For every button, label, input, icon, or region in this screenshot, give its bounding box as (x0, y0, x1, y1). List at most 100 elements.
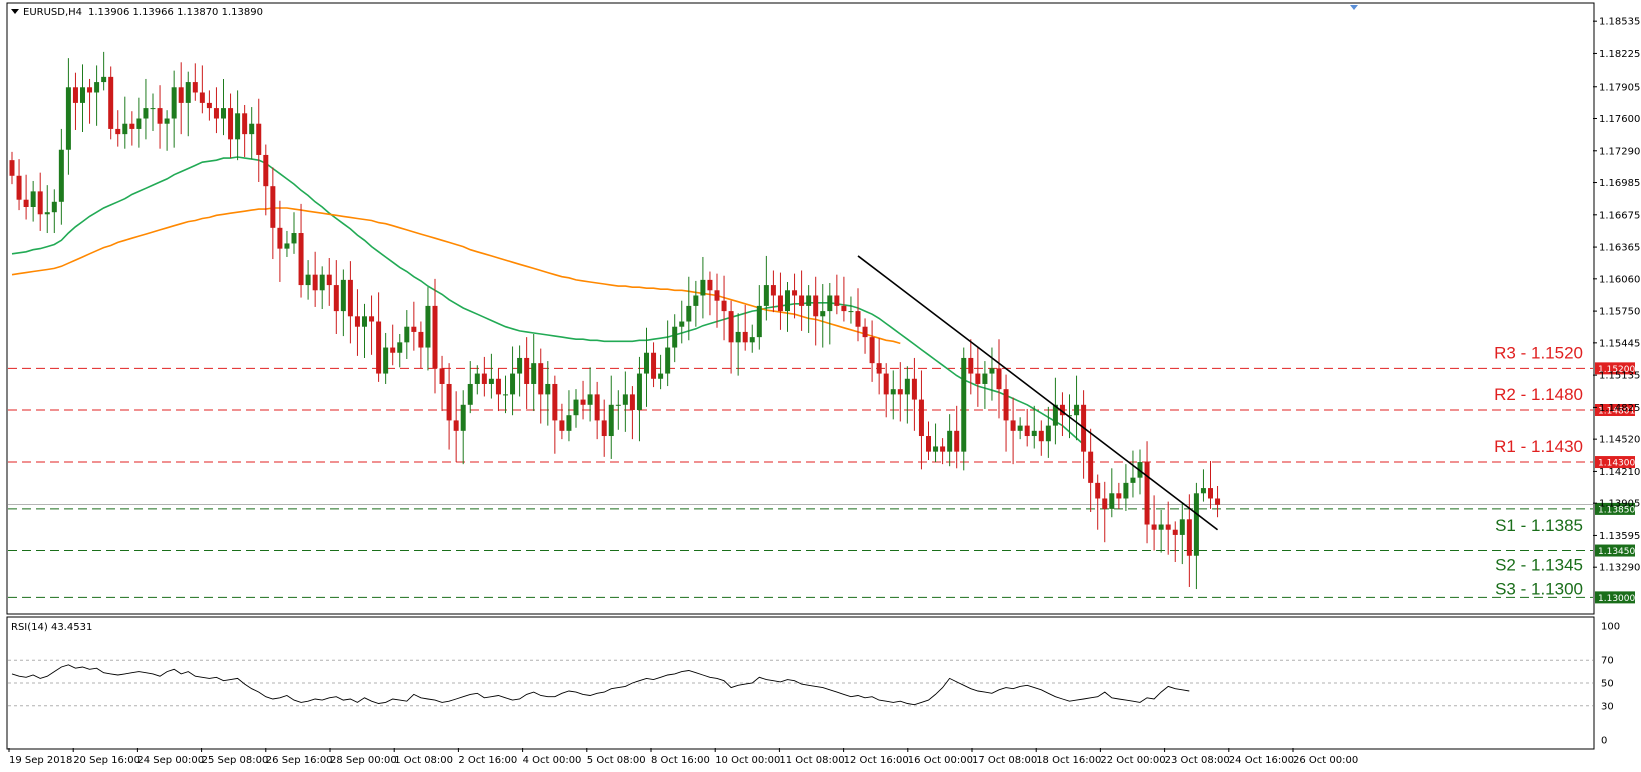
bull-candle (763, 285, 769, 306)
bull-candle (185, 82, 191, 103)
time-tick-label: 24 Sep 00:00 (137, 755, 204, 766)
bull-candle (1130, 477, 1136, 483)
time-tick-label: 2 Oct 16:00 (458, 755, 517, 766)
bull-candle (587, 394, 593, 405)
ma-fast-line (11, 156, 1085, 445)
level-label: S1 - 1.1385 (1495, 516, 1583, 535)
level-label: S3 - 1.1300 (1495, 579, 1583, 598)
bull-candle (397, 342, 403, 353)
bull-candle (404, 326, 410, 343)
bear-candle (199, 92, 205, 103)
bull-candle (221, 108, 226, 119)
bear-candle (453, 420, 459, 431)
downtrend-line (857, 255, 1219, 531)
bear-candle (347, 279, 353, 317)
bull-candle (1067, 415, 1072, 417)
level-price-tag (1595, 404, 1635, 416)
bull-candle (806, 295, 812, 306)
price-tick-label: 1.13905 (1599, 499, 1640, 510)
sr-levels: 1.15200 R3 - 1.1520 1.14801 R2 - 1.1480 1.14… (8, 343, 1635, 604)
bear-candle (954, 430, 960, 452)
bear-candle (157, 108, 163, 124)
time-tick-label: 25 Sep 08:00 (202, 755, 269, 766)
bull-candle (636, 373, 642, 410)
scroll-marker-icon[interactable] (1350, 5, 1358, 10)
collapse-arrow-icon[interactable] (11, 9, 19, 14)
bull-candle (1123, 482, 1129, 499)
bear-candle (277, 227, 283, 249)
time-tick-label: 11 Oct 08:00 (779, 755, 844, 766)
price-tick-label: 1.16060 (1599, 274, 1640, 285)
bear-candle (418, 331, 424, 348)
bear-candle (792, 290, 798, 296)
bear-candle (813, 295, 819, 317)
bear-candle (1165, 524, 1171, 530)
time-tick-label: 19 Sep 2018 (9, 755, 72, 766)
price-tick-label: 1.15135 (1599, 371, 1640, 382)
bear-candle (707, 279, 713, 291)
price-tick-label: 1.14825 (1599, 403, 1640, 414)
bear-candle (192, 82, 198, 93)
trendline-layer (857, 255, 1219, 531)
rsi-tick-label: 0 (1601, 736, 1607, 747)
bull-candle (608, 404, 614, 437)
bear-candle (897, 389, 903, 395)
bear-candle (996, 368, 1002, 390)
bear-candle (108, 76, 114, 129)
time-tick-label: 20 Sep 16:00 (73, 755, 140, 766)
time-tick-label: 8 Oct 16:00 (651, 755, 710, 766)
bull-candle (51, 201, 57, 213)
bull-candle (665, 347, 671, 374)
bull-candle (933, 446, 939, 452)
bear-candle (728, 311, 734, 343)
bear-candle (228, 108, 234, 140)
level-price-tag-text: 1.13000 (1598, 594, 1635, 604)
moving-averages (11, 156, 1085, 445)
time-tick-label: 26 Oct 00:00 (1293, 755, 1358, 766)
bull-candle (488, 378, 494, 384)
bull-candle (383, 347, 389, 374)
bear-candle (1144, 462, 1150, 525)
bull-candle (517, 357, 523, 374)
symbol-label: EURUSD,H4 (23, 7, 82, 18)
bull-candle (58, 149, 64, 202)
bear-candle (926, 436, 931, 452)
bear-candle (742, 331, 748, 343)
bull-candle (1031, 430, 1037, 437)
bear-candle (129, 123, 135, 129)
bull-candle (467, 383, 473, 405)
price-tick-label: 1.17600 (1599, 114, 1640, 125)
bull-candle (982, 373, 988, 384)
bear-candle (270, 186, 276, 228)
price-tick-label: 1.14210 (1599, 467, 1640, 478)
bull-candle (785, 290, 790, 312)
bear-candle (439, 368, 445, 384)
time-tick-label: 16 Oct 00:00 (908, 755, 973, 766)
bull-candle (340, 279, 346, 312)
bear-candle (1095, 482, 1101, 499)
bull-candle (474, 373, 480, 384)
bull-candle (1045, 425, 1051, 442)
bull-candle (136, 118, 142, 129)
bear-candle (1003, 389, 1009, 421)
bear-candle (538, 363, 544, 395)
bull-candle (904, 378, 910, 395)
bull-candle (1158, 524, 1164, 530)
bull-candle (510, 373, 516, 395)
bear-candle (298, 233, 304, 286)
bull-candle (291, 233, 297, 244)
bull-candle (425, 305, 431, 348)
time-tick-label: 18 Oct 16:00 (1036, 755, 1101, 766)
level-price-tag-text: 1.14300 (1598, 459, 1635, 469)
bear-candle (1010, 420, 1016, 431)
bear-candle (975, 373, 981, 384)
bull-candle (947, 430, 953, 452)
bull-candle (672, 326, 678, 348)
level-price-tag-text: 1.13450 (1598, 547, 1635, 557)
level-label: R2 - 1.1480 (1494, 385, 1583, 404)
bull-candle (101, 76, 107, 83)
bull-candle (1109, 493, 1115, 509)
level-label: S2 - 1.1345 (1495, 556, 1583, 575)
bear-candle (115, 128, 121, 135)
